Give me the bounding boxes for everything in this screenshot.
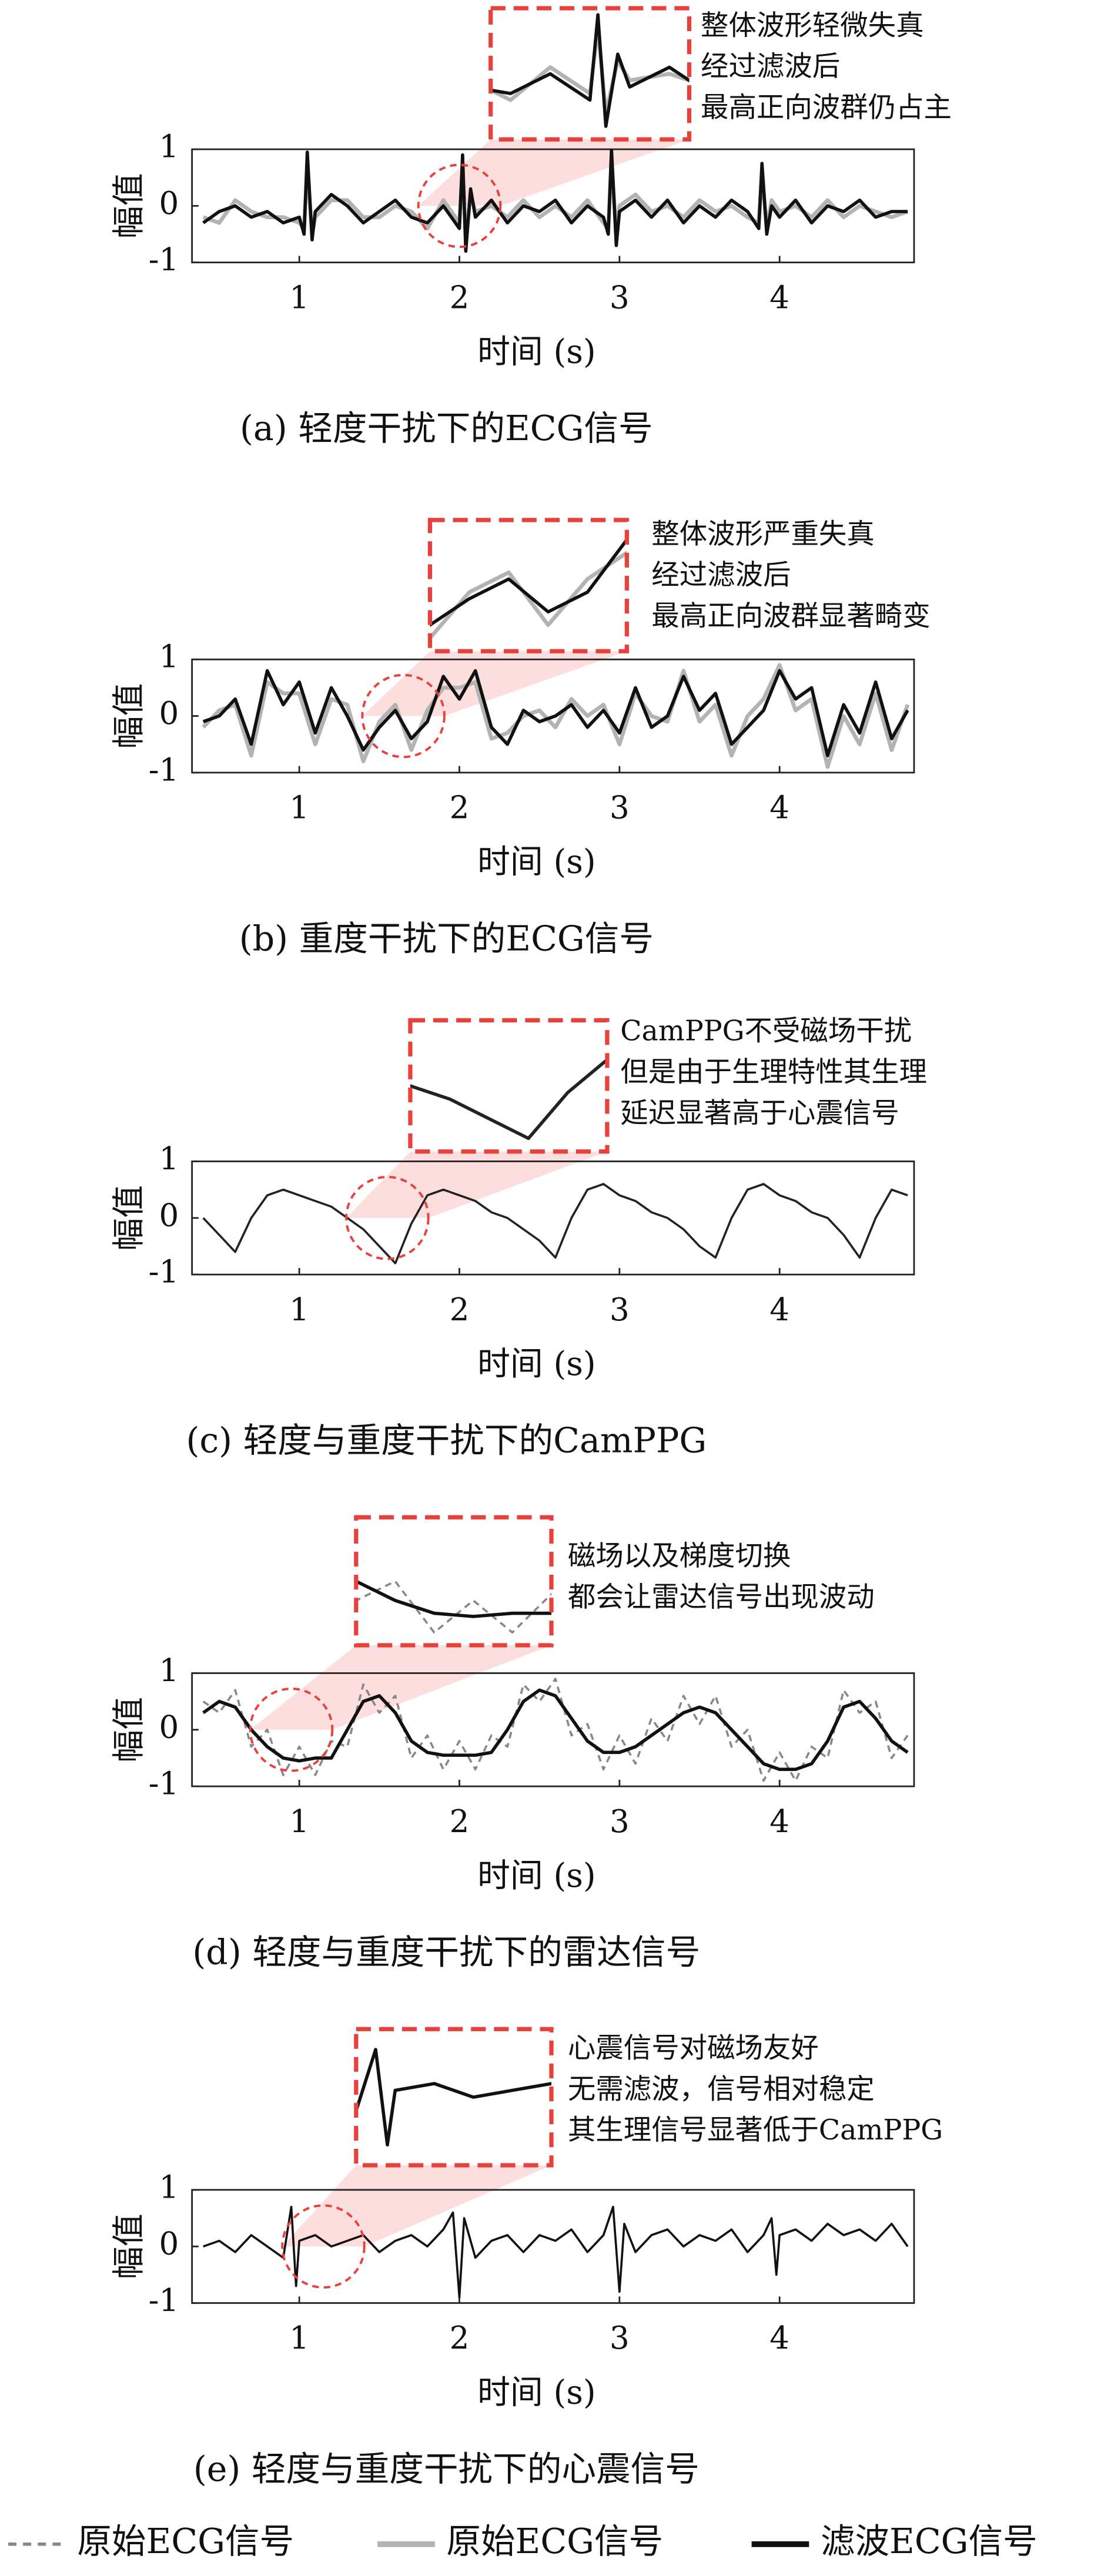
annotation: 整体波形严重失真 <box>651 518 875 551</box>
x-tick-label: 3 <box>610 2320 630 2356</box>
legend-label: 原始ECG信号 <box>446 2521 663 2561</box>
x-axis-label: 时间 (s) <box>477 333 596 371</box>
x-tick-label: 3 <box>610 1292 630 1328</box>
zoom-circle <box>249 1688 334 1772</box>
x-tick-label: 2 <box>450 790 470 826</box>
y-tick-label: 0 <box>159 695 179 732</box>
zoom-circle <box>417 163 502 249</box>
x-axis-label: 时间 (s) <box>477 843 596 881</box>
x-tick-label: 1 <box>289 1803 309 1840</box>
annotation: 延迟显著高于心震信号 <box>620 1097 899 1129</box>
inset-background <box>430 519 627 652</box>
annotation: 整体波形轻微失真 <box>701 9 924 42</box>
y-axis-label: 幅值 <box>110 683 148 749</box>
annotation: 磁场以及梯度切换 <box>568 1540 791 1572</box>
x-axis-label: 时间 (s) <box>477 1345 596 1383</box>
inset-background <box>356 2029 552 2165</box>
y-tick-label: -1 <box>149 1254 179 1290</box>
annotation: 经过滤波后 <box>651 559 791 592</box>
chart-caption: (a) 轻度干扰下的ECG信号 <box>240 408 653 448</box>
chart-caption: (d) 轻度与重度干扰下的雷达信号 <box>192 1933 700 1973</box>
inset-frame <box>427 518 630 653</box>
zoom-wedge <box>362 651 627 716</box>
x-tick-label: 1 <box>289 2320 309 2356</box>
signal-line <box>202 1678 909 1782</box>
legend-label: 原始ECG信号 <box>77 2521 294 2561</box>
x-tick-label: 3 <box>610 790 630 826</box>
x-tick-label: 3 <box>610 279 630 316</box>
y-tick-label: 1 <box>159 1652 179 1689</box>
signal-line <box>202 1183 908 1264</box>
x-tick-label: 4 <box>769 1803 789 1840</box>
x-tick-label: 1 <box>289 790 309 826</box>
y-tick-label: 0 <box>159 1709 179 1745</box>
annotation: 最高正向波群仍占主 <box>701 92 952 124</box>
x-tick-label: 4 <box>769 1292 789 1328</box>
x-tick-label: 2 <box>450 1292 470 1328</box>
y-tick-label: -1 <box>149 1766 179 1802</box>
signal-line <box>203 2205 909 2299</box>
plot-frame <box>191 1160 915 1276</box>
x-axis-label: 时间 (s) <box>477 1857 596 1895</box>
chart-caption: (c) 轻度与重度干扰下的CamPPG <box>186 1421 707 1461</box>
zoom-circle <box>281 2204 366 2289</box>
y-axis-label: 幅值 <box>110 1185 148 1251</box>
signal-line <box>202 663 910 769</box>
inset-frame <box>488 6 692 142</box>
y-tick-label: 0 <box>159 2226 179 2262</box>
y-tick-label: 1 <box>159 2169 179 2205</box>
x-axis-label: 时间 (s) <box>477 2373 596 2411</box>
y-axis-label: 幅值 <box>110 173 148 239</box>
x-tick-label: 2 <box>450 279 470 316</box>
annotation: 经过滤波后 <box>701 51 840 83</box>
x-tick-label: 4 <box>769 790 789 826</box>
x-tick-label: 2 <box>450 1803 470 1840</box>
annotation: CamPPG不受磁场干扰 <box>620 1015 912 1048</box>
y-tick-label: 1 <box>159 1141 179 1177</box>
y-tick-label: -1 <box>149 752 179 788</box>
y-tick-label: -1 <box>149 2282 179 2319</box>
zoom-wedge <box>346 1151 607 1218</box>
annotation: 无需滤波，信号相对稳定 <box>568 2073 875 2105</box>
annotation: 心震信号对磁场友好 <box>568 2032 819 2065</box>
annotation: 都会让雷达信号出现波动 <box>568 1581 875 1614</box>
x-tick-label: 1 <box>289 1292 309 1328</box>
y-tick-label: 0 <box>159 1197 179 1233</box>
signal-line <box>202 1688 909 1771</box>
annotation: 但是由于生理特性其生理 <box>620 1056 927 1089</box>
inset-signal-line <box>356 2048 552 2147</box>
inset-background <box>356 1517 552 1646</box>
zoom-circle <box>345 1176 430 1260</box>
inset-frame <box>354 1515 554 1648</box>
annotation: 其生理信号显著低于CamPPG <box>568 2114 943 2146</box>
zoom-circle <box>361 673 446 759</box>
inset-frame <box>354 2027 554 2168</box>
y-tick-label: 1 <box>159 639 179 675</box>
y-axis-label: 幅值 <box>110 2213 148 2279</box>
signal-line <box>202 669 909 757</box>
x-tick-label: 4 <box>769 2320 789 2356</box>
chart-caption: (b) 重度干扰下的ECG信号 <box>239 918 654 958</box>
zoom-wedge <box>282 2165 552 2247</box>
y-tick-label: 1 <box>159 129 179 165</box>
y-tick-label: 0 <box>159 185 179 222</box>
x-tick-label: 2 <box>450 2320 470 2356</box>
x-tick-label: 1 <box>289 279 309 316</box>
chart-caption: (e) 轻度与重度干扰下的心震信号 <box>193 2449 700 2489</box>
annotation: 最高正向波群显著畸变 <box>651 600 930 632</box>
inset-signal-line <box>356 1579 552 1618</box>
legend-label: 滤波ECG信号 <box>821 2521 1038 2561</box>
x-tick-label: 4 <box>769 279 789 316</box>
signal-line <box>202 149 908 253</box>
zoom-wedge <box>418 139 690 206</box>
x-tick-label: 3 <box>610 1803 630 1840</box>
inset-frame <box>408 1018 610 1154</box>
y-tick-label: -1 <box>149 242 179 278</box>
y-axis-label: 幅值 <box>110 1697 148 1763</box>
